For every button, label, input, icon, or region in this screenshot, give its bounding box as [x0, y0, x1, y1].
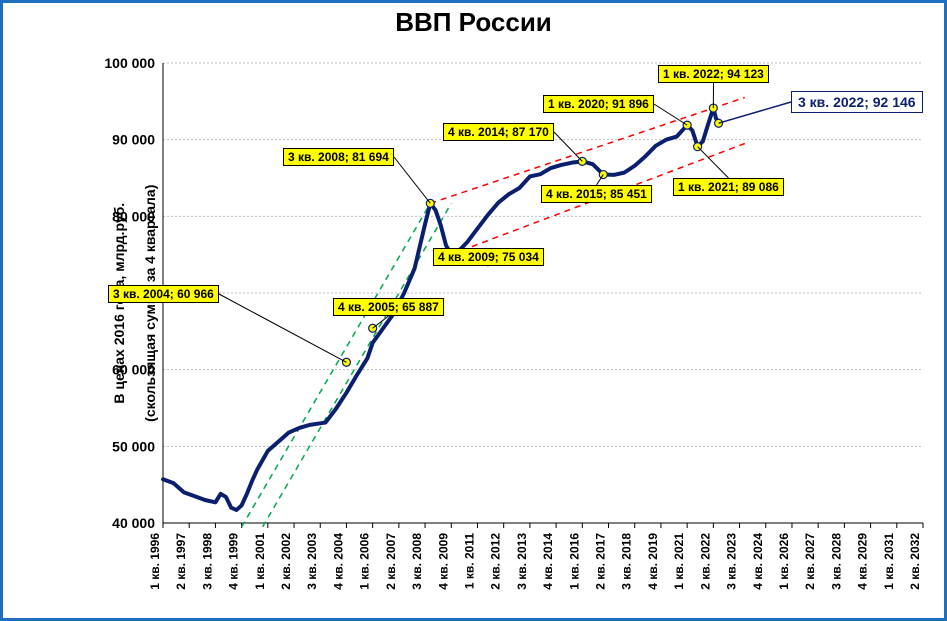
svg-text:40 000: 40 000 [112, 515, 155, 531]
svg-text:3 кв. 2003: 3 кв. 2003 [305, 533, 319, 590]
svg-text:2 кв. 2002: 2 кв. 2002 [279, 533, 293, 590]
svg-text:4 кв. 2014: 4 кв. 2014 [541, 533, 555, 590]
callout-label: 4 кв. 2009; 75 034 [433, 248, 544, 266]
svg-text:3 кв. 2018: 3 кв. 2018 [620, 533, 634, 590]
svg-text:3 кв. 2023: 3 кв. 2023 [725, 533, 739, 590]
svg-text:1 кв. 2031: 1 кв. 2031 [882, 533, 896, 590]
svg-text:2 кв. 2007: 2 кв. 2007 [384, 533, 398, 590]
y-axis-label: В ценах 2016 года, млрд.руб. (скользящая… [97, 184, 174, 437]
svg-text:4 кв. 1999: 4 кв. 1999 [227, 533, 241, 590]
svg-text:4 кв. 2029: 4 кв. 2029 [856, 533, 870, 590]
svg-text:1 кв. 2026: 1 кв. 2026 [777, 533, 791, 590]
callout-label: 3 кв. 2008; 81 694 [283, 148, 394, 166]
final-callout-label: 3 кв. 2022; 92 146 [791, 91, 923, 113]
svg-text:2 кв. 2017: 2 кв. 2017 [594, 533, 608, 590]
svg-text:3 кв. 2013: 3 кв. 2013 [515, 533, 529, 590]
callout-label: 4 кв. 2015; 85 451 [541, 185, 652, 203]
svg-text:2 кв. 2022: 2 кв. 2022 [698, 533, 712, 590]
svg-text:50 000: 50 000 [112, 438, 155, 454]
svg-text:3 кв. 1998: 3 кв. 1998 [200, 533, 214, 590]
svg-text:1 кв. 2021: 1 кв. 2021 [672, 533, 686, 590]
svg-text:3 кв. 2028: 3 кв. 2028 [829, 533, 843, 590]
svg-text:100 000: 100 000 [104, 55, 155, 71]
callout-label: 3 кв. 2004; 60 966 [108, 285, 219, 303]
chart-container: ВВП России В ценах 2016 года, млрд.руб. … [0, 0, 947, 621]
svg-text:4 кв. 2024: 4 кв. 2024 [751, 533, 765, 590]
svg-text:4 кв. 2009: 4 кв. 2009 [436, 533, 450, 590]
svg-text:4 кв. 2019: 4 кв. 2019 [646, 533, 660, 590]
svg-text:1 кв. 1996: 1 кв. 1996 [148, 533, 162, 590]
callout-label: 4 кв. 2005; 65 887 [333, 298, 444, 316]
svg-text:1 кв. 2011: 1 кв. 2011 [462, 533, 476, 589]
callout-label: 1 кв. 2020; 91 896 [543, 95, 654, 113]
svg-text:3 кв. 2008: 3 кв. 2008 [410, 533, 424, 590]
svg-text:1 кв. 2006: 1 кв. 2006 [358, 533, 372, 590]
callout-label: 1 кв. 2021; 89 086 [673, 178, 784, 196]
svg-text:1 кв. 2001: 1 кв. 2001 [253, 533, 267, 590]
chart-title: ВВП России [3, 7, 944, 38]
svg-text:2 кв. 1997: 2 кв. 1997 [174, 533, 188, 590]
svg-text:1 кв. 2016: 1 кв. 2016 [567, 533, 581, 590]
callout-label: 4 кв. 2014; 87 170 [443, 123, 554, 141]
svg-text:4 кв. 2004: 4 кв. 2004 [331, 533, 345, 590]
svg-text:2 кв. 2032: 2 кв. 2032 [908, 533, 922, 590]
svg-text:2 кв. 2012: 2 кв. 2012 [489, 533, 503, 590]
callout-label: 1 кв. 2022; 94 123 [658, 65, 769, 83]
svg-text:2 кв. 2027: 2 кв. 2027 [803, 533, 817, 590]
svg-text:90 000: 90 000 [112, 132, 155, 148]
